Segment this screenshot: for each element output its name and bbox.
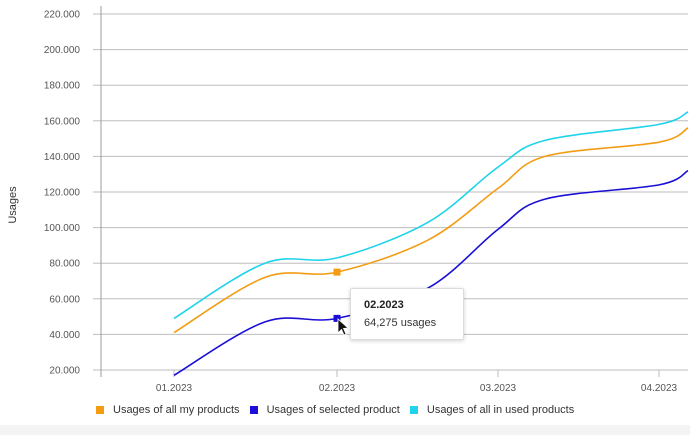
- x-tick-label: 04.2023: [641, 383, 678, 394]
- tooltip-value: 64,275 usages: [364, 317, 437, 329]
- mouse-cursor-icon: [337, 318, 349, 336]
- y-tick-label: 180.000: [44, 81, 81, 92]
- legend: Usages of all my products Usages of sele…: [96, 402, 584, 418]
- x-tick-label: 01.2023: [156, 383, 193, 394]
- data-point-marker[interactable]: [333, 268, 341, 276]
- x-tick-label: 02.2023: [319, 383, 356, 394]
- bottom-strip: [0, 425, 690, 435]
- series-line-all-in-used-products: [173, 111, 689, 320]
- y-axis-label: Usages: [7, 186, 19, 224]
- markers: [333, 268, 341, 322]
- legend-swatch: [249, 406, 258, 414]
- legend-item-selected-product[interactable]: Usages of selected product: [249, 404, 400, 416]
- legend-item-all-in-used-products[interactable]: Usages of all in used products: [409, 404, 575, 416]
- grid: [101, 13, 688, 371]
- y-tick-label: 80.000: [49, 259, 80, 270]
- y-tick-label: 100.000: [44, 223, 81, 234]
- legend-label: Usages of selected product: [266, 404, 400, 416]
- y-tick-label: 120.000: [44, 188, 81, 199]
- y-tick-label: 20.000: [49, 366, 80, 377]
- y-tick-label: 140.000: [44, 152, 81, 163]
- y-tick-label: 160.000: [44, 116, 81, 127]
- y-tick-label: 200.000: [44, 45, 81, 56]
- series-line-selected-product: [173, 169, 689, 377]
- data-point-marker[interactable]: [333, 314, 341, 322]
- tooltip-title: 02.2023: [364, 299, 404, 311]
- legend-label: Usages of all my products: [113, 404, 240, 416]
- y-tick-label: 60.000: [49, 294, 80, 305]
- y-tick-label: 40.000: [49, 330, 80, 341]
- legend-item-all-my-products[interactable]: Usages of all my products: [96, 404, 240, 416]
- chart-tooltip: 02.2023 64,275 usages: [350, 288, 464, 340]
- x-tick-label: 03.2023: [480, 383, 517, 394]
- series-line-all-my-products: [173, 127, 689, 334]
- y-tick-label: 220.000: [44, 10, 81, 21]
- axes: 20.000 40.000 60.000 80.000 100.000 120.000 14…: [44, 6, 678, 394]
- legend-label: Usages of all in used products: [426, 404, 575, 416]
- legend-swatch: [409, 406, 418, 414]
- legend-swatch: [96, 406, 104, 414]
- series-lines: [173, 111, 689, 377]
